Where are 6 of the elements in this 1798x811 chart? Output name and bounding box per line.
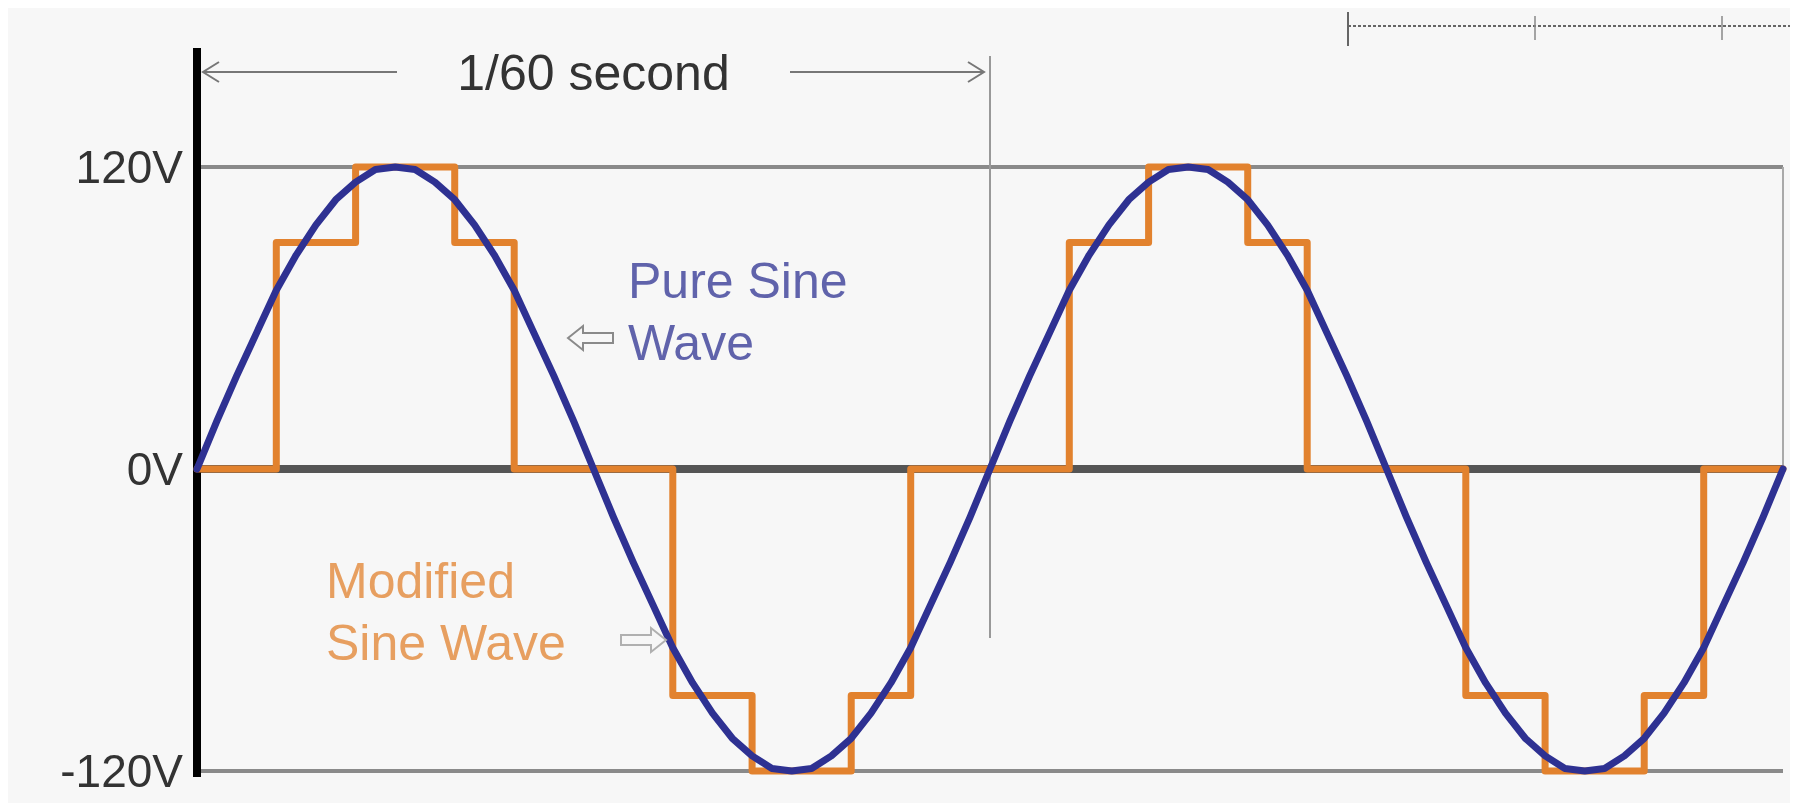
series-label: Modified Sine Wave (326, 553, 566, 671)
y-tick-label: 0V (126, 443, 184, 496)
text: 1/60 second (457, 44, 730, 101)
series-label: Pure Sine Wave (628, 253, 848, 371)
y-tick-label: -120V (60, 745, 184, 798)
y-tick-label: 120V (75, 141, 184, 194)
